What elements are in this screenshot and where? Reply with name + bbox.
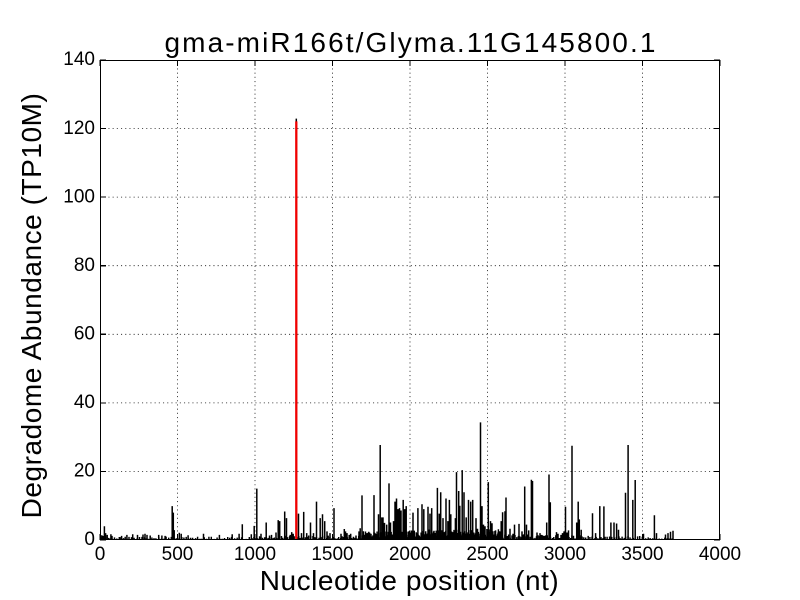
svg-text:80: 80 [74, 255, 95, 276]
svg-text:1000: 1000 [234, 544, 276, 565]
svg-text:20: 20 [74, 461, 95, 482]
svg-text:Nucleotide position (nt): Nucleotide position (nt) [260, 565, 560, 596]
svg-text:60: 60 [74, 324, 95, 345]
svg-text:0: 0 [95, 544, 106, 565]
svg-text:40: 40 [74, 392, 95, 413]
svg-text:500: 500 [162, 544, 194, 565]
svg-text:2500: 2500 [466, 544, 508, 565]
svg-text:Degradome Abundance (TP10M): Degradome Abundance (TP10M) [16, 93, 47, 519]
svg-text:2000: 2000 [389, 544, 431, 565]
svg-text:0: 0 [84, 529, 95, 550]
svg-text:140: 140 [63, 49, 95, 70]
svg-text:gma-miR166t/Glyma.11G145800.1: gma-miR166t/Glyma.11G145800.1 [164, 27, 657, 58]
svg-text:120: 120 [63, 118, 95, 139]
svg-text:3000: 3000 [544, 544, 586, 565]
svg-text:1500: 1500 [311, 544, 353, 565]
svg-text:3500: 3500 [621, 544, 663, 565]
svg-text:4000: 4000 [699, 544, 741, 565]
svg-text:100: 100 [63, 186, 95, 207]
